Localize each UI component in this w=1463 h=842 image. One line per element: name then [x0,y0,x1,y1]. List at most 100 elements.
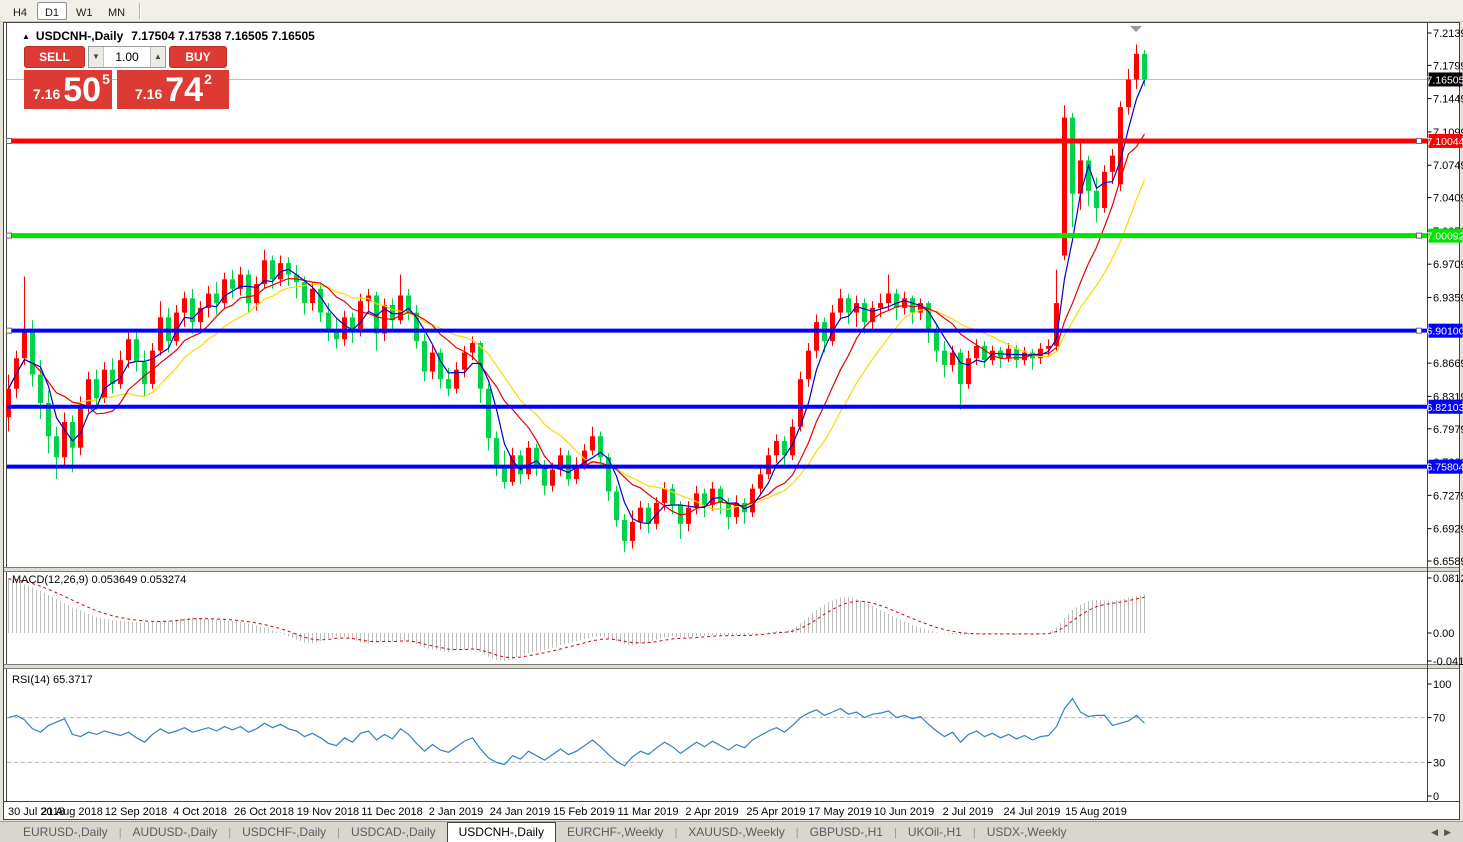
chart-tab-usdchf-daily[interactable]: USDCHF-,Daily [242,825,327,839]
chart-tab-usdcnh-daily[interactable]: USDCNH-,Daily [446,822,556,842]
candle [926,303,931,332]
candle [646,507,651,524]
candle [526,447,531,475]
candle [446,379,451,389]
candle [998,350,1003,359]
candle [438,352,443,380]
chart-tab-eurusd-daily[interactable]: EURUSD-,Daily [23,825,108,839]
date-label: 24 Jan 2019 [490,806,551,818]
volume-input[interactable]: 1.00 [115,49,139,64]
chart-shift-icon[interactable] [1130,26,1142,32]
pane-splitter-0[interactable] [4,567,1459,572]
candle [1054,303,1059,346]
candle [606,457,611,492]
tab-scroll-right-icon[interactable]: ▶ [1444,827,1457,837]
sell-price-prefix: 7.16 [33,86,61,102]
price-tick-label: 6.97090 [1433,259,1463,271]
chart-tab-xauusd-weekly[interactable]: XAUUSD-,Weekly [688,825,785,839]
collapse-panel-icon[interactable]: ▲ [22,31,30,41]
candle [502,466,507,482]
candle [142,362,147,384]
candle [62,422,67,458]
candle [734,502,739,518]
date-label: 25 Apr 2019 [746,806,805,818]
tab-scroll-arrows: ◀▶ [1431,827,1457,838]
candle [430,352,435,372]
volume-increase-button[interactable]: ▲ [150,46,165,67]
buy-price-big: 74 [165,70,204,109]
volume-decrease-button[interactable]: ▼ [89,46,104,67]
axis-badge [1428,323,1463,338]
buy-price[interactable]: 7.16 74 2 [117,70,229,109]
hline-handle-7.00092[interactable] [6,232,12,239]
tab-scroll-left-icon[interactable]: ◀ [1431,827,1445,837]
timeframe-button-mn[interactable]: MN [101,2,131,20]
chart-tab-audusd-daily[interactable]: AUDUSD-,Daily [132,825,218,839]
hline-handle-7.10044[interactable] [1416,137,1422,144]
candle [302,282,307,304]
candle [118,360,123,384]
candle [1118,107,1123,185]
candle [134,339,139,363]
date-label: 12 Sep 2018 [105,806,167,818]
chart-tab-ukoil-h1[interactable]: UKOil-,H1 [907,825,962,839]
hline-handle-7.00092[interactable] [1416,232,1422,239]
candle [222,279,227,304]
chart-tab-gbpusd-h1[interactable]: GBPUSD-,H1 [809,825,883,839]
candle [94,379,99,399]
price-tick-label: 6.69290 [1433,524,1463,536]
buy-price-prefix: 7.16 [135,86,163,102]
hline-handle-7.10044[interactable] [6,137,12,144]
price-tick-label: 6.86690 [1433,358,1463,370]
candle [710,488,715,505]
sell-button[interactable]: SELL [24,45,85,68]
candle [454,369,459,389]
hline-handle-6.90100[interactable] [1416,327,1422,334]
buy-button[interactable]: BUY [169,45,227,68]
price-tick-label: 7.14490 [1433,94,1463,106]
date-label: 19 Nov 2018 [297,806,359,818]
candle [198,307,203,323]
price-tick-label: 7.07490 [1433,160,1463,172]
candle [6,388,11,418]
buy-price-pip: 2 [204,71,212,87]
candle [870,307,875,323]
candle [1006,348,1011,359]
timeframe-button-w1[interactable]: W1 [69,2,99,20]
candle [1086,160,1091,191]
timeframe-button-h4[interactable]: H4 [5,2,35,20]
candle [254,284,259,304]
candle [1094,190,1099,208]
sell-price[interactable]: 7.16 50 5 [24,70,112,109]
candle [862,303,867,323]
macd-tick-label: 0.00 [1433,628,1454,640]
chart-tab-eurchf-weekly[interactable]: EURCHF-,Weekly [566,825,664,839]
timeframe-button-d1[interactable]: D1 [37,1,67,20]
candle [622,519,627,541]
hline-handle-6.90100[interactable] [6,327,12,334]
candle [422,341,427,372]
pane-splitter-1[interactable] [4,664,1459,669]
candle [886,293,891,304]
candle [1062,117,1067,256]
candle [30,331,35,375]
price-tick-label: 7.21390 [1433,28,1463,40]
candle [662,488,667,503]
candle [1070,117,1075,194]
date-label: 15 Feb 2019 [553,806,615,818]
rsi-tick-label: 30 [1433,757,1445,769]
candle [1102,171,1107,208]
chart-tab-usdx-weekly[interactable]: USDX-,Weekly [986,825,1067,839]
chart-tab-usdcad-daily[interactable]: USDCAD-,Daily [350,825,436,839]
candle [462,352,467,370]
candle [750,488,755,513]
candle [982,345,987,361]
candle [702,493,707,505]
candle [806,350,811,380]
candle [334,331,339,340]
candle [318,288,323,313]
price-tick-label: 7.04090 [1433,193,1463,205]
candle [686,507,691,524]
candle [974,345,979,359]
axis-badge [1428,72,1463,87]
